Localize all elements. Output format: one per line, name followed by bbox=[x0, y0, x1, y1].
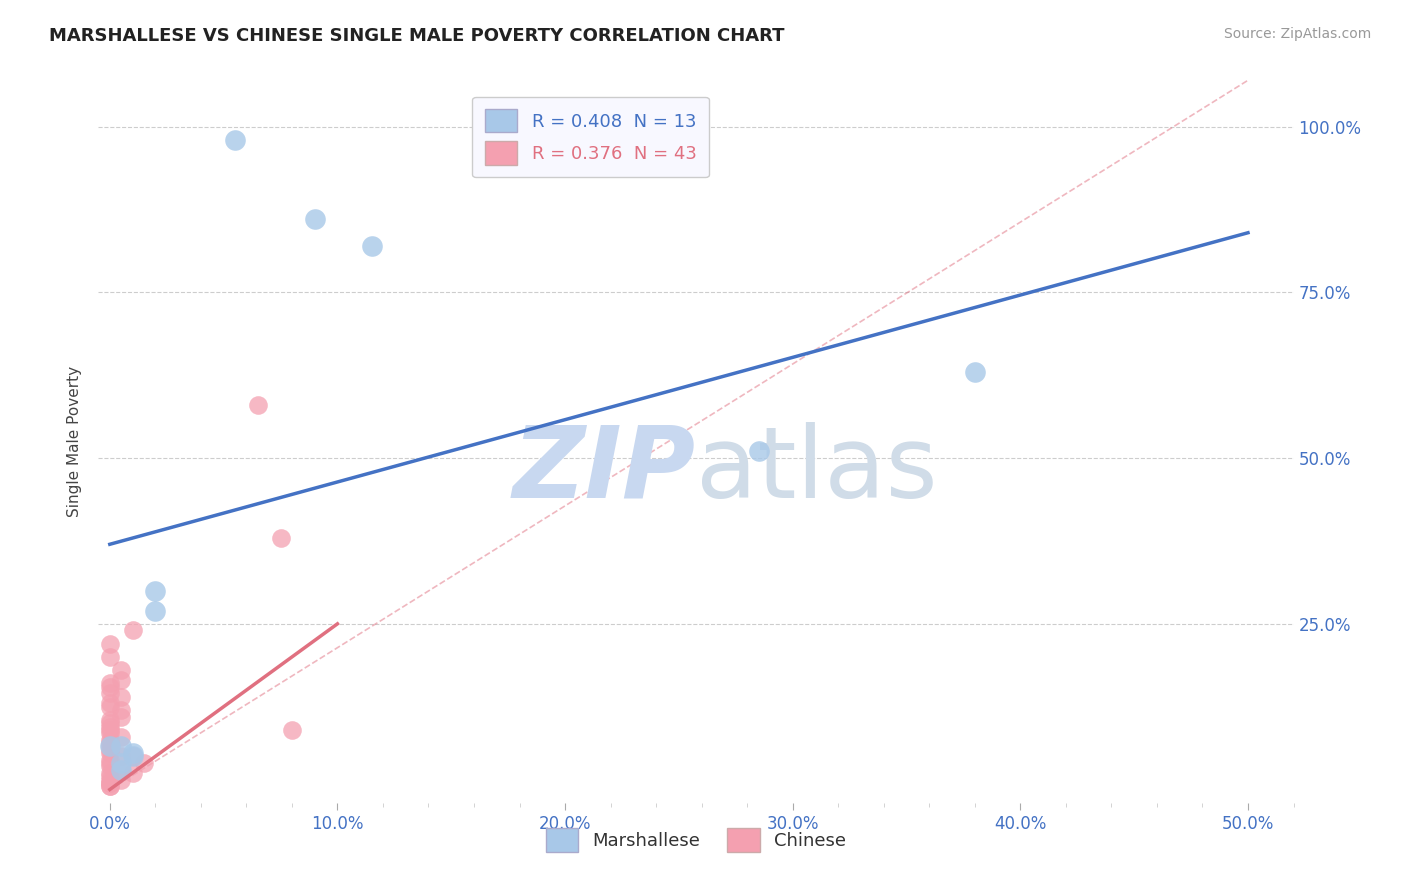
Point bbox=[224, 133, 246, 147]
Point bbox=[98, 779, 121, 793]
Point bbox=[110, 749, 132, 764]
Point bbox=[98, 776, 121, 790]
Point bbox=[98, 637, 121, 651]
Point bbox=[98, 739, 121, 754]
Point bbox=[98, 739, 121, 754]
Point bbox=[98, 676, 121, 690]
Point bbox=[98, 769, 121, 783]
Point bbox=[110, 763, 132, 777]
Point bbox=[98, 699, 121, 714]
Point bbox=[963, 365, 986, 379]
Point bbox=[110, 756, 132, 770]
Point bbox=[98, 743, 121, 757]
Point bbox=[98, 776, 121, 790]
Text: atlas: atlas bbox=[696, 422, 938, 519]
Point bbox=[121, 766, 143, 780]
Point bbox=[121, 749, 143, 764]
Point bbox=[98, 713, 121, 727]
Point bbox=[281, 723, 304, 737]
Point bbox=[98, 756, 121, 770]
Y-axis label: Single Male Poverty: Single Male Poverty bbox=[67, 366, 83, 517]
Point bbox=[110, 690, 132, 704]
Point bbox=[246, 398, 269, 412]
Point bbox=[748, 444, 770, 458]
Point bbox=[121, 746, 143, 760]
Point bbox=[98, 726, 121, 740]
Point bbox=[270, 531, 292, 545]
Point bbox=[98, 746, 121, 760]
Point bbox=[110, 663, 132, 677]
Point bbox=[98, 697, 121, 711]
Legend: Marshallese, Chinese: Marshallese, Chinese bbox=[538, 822, 853, 859]
Point bbox=[110, 763, 132, 777]
Point bbox=[360, 239, 382, 253]
Point bbox=[98, 723, 121, 737]
Point bbox=[98, 779, 121, 793]
Point bbox=[121, 624, 143, 638]
Point bbox=[98, 736, 121, 750]
Point bbox=[110, 772, 132, 787]
Point bbox=[98, 686, 121, 700]
Text: MARSHALLESE VS CHINESE SINGLE MALE POVERTY CORRELATION CHART: MARSHALLESE VS CHINESE SINGLE MALE POVER… bbox=[49, 27, 785, 45]
Point bbox=[110, 703, 132, 717]
Point bbox=[304, 212, 326, 227]
Point bbox=[110, 673, 132, 688]
Text: ZIP: ZIP bbox=[513, 422, 696, 519]
Point bbox=[143, 603, 166, 617]
Text: Source: ZipAtlas.com: Source: ZipAtlas.com bbox=[1223, 27, 1371, 41]
Point bbox=[132, 756, 155, 770]
Point bbox=[98, 680, 121, 694]
Point bbox=[121, 749, 143, 764]
Point bbox=[98, 716, 121, 731]
Point bbox=[110, 709, 132, 723]
Point bbox=[98, 720, 121, 734]
Point bbox=[110, 730, 132, 744]
Point bbox=[98, 766, 121, 780]
Point bbox=[98, 772, 121, 787]
Point bbox=[98, 650, 121, 665]
Point bbox=[110, 739, 132, 754]
Point bbox=[98, 759, 121, 773]
Point bbox=[143, 583, 166, 598]
Point bbox=[98, 732, 121, 747]
Point bbox=[98, 753, 121, 767]
